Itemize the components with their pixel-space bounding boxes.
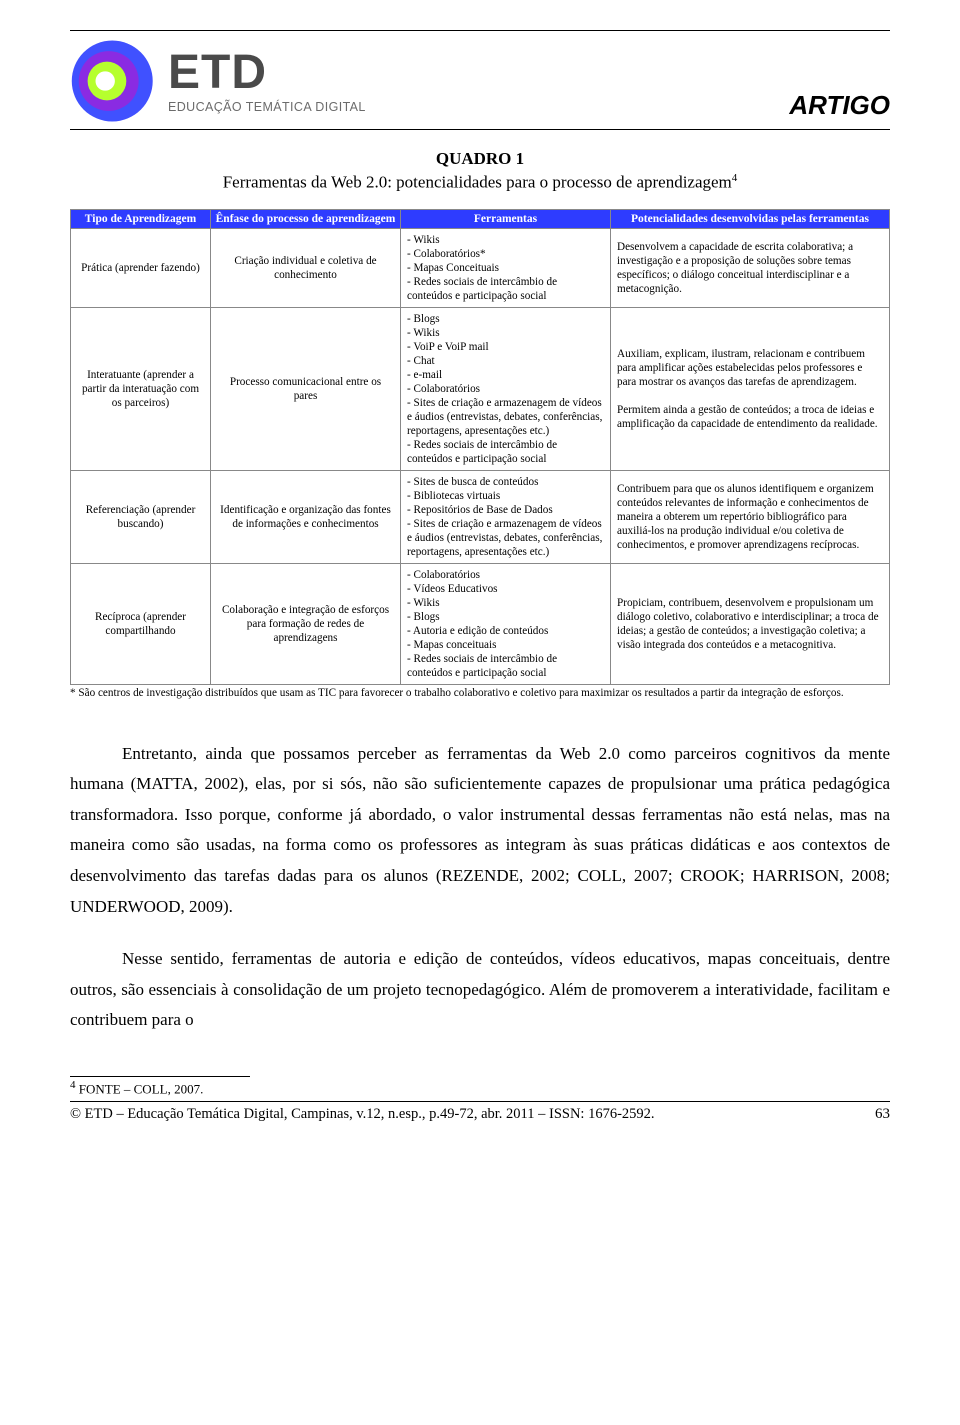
logo-title: ETD xyxy=(168,49,366,97)
table-caption: QUADRO 1 Ferramentas da Web 2.0: potenci… xyxy=(70,148,890,195)
footer-rule xyxy=(70,1101,890,1102)
header-row: ETD EDUCAÇÃO TEMÁTICA DIGITAL ARTIGO xyxy=(70,37,890,125)
paragraph: Nesse sentido, ferramentas de autoria e … xyxy=(70,944,890,1036)
col-header: Ênfase do processo de aprendizagem xyxy=(211,209,401,228)
cell: Processo comunicacional entre os pares xyxy=(211,307,401,470)
logo-text-block: ETD EDUCAÇÃO TEMÁTICA DIGITAL xyxy=(168,49,366,114)
table-row: Interatuante (aprender a partir da inter… xyxy=(71,307,890,470)
footer-citation: © ETD – Educação Temática Digital, Campi… xyxy=(70,1106,655,1123)
etd-logo-icon xyxy=(70,37,158,125)
footnote: 4 FONTE – COLL, 2007. xyxy=(70,1079,890,1097)
caption-label: QUADRO 1 xyxy=(436,149,524,168)
header: ETD EDUCAÇÃO TEMÁTICA DIGITAL ARTIGO xyxy=(70,37,890,125)
page: ETD EDUCAÇÃO TEMÁTICA DIGITAL ARTIGO QUA… xyxy=(0,0,960,1153)
cell: Desenvolvem a capacidade de escrita cola… xyxy=(611,228,890,307)
logo-subtitle: EDUCAÇÃO TEMÁTICA DIGITAL xyxy=(168,101,366,114)
cell: Colaboração e integração de esforços par… xyxy=(211,563,401,684)
paragraph: Entretanto, ainda que possamos perceber … xyxy=(70,739,890,923)
footer: © ETD – Educação Temática Digital, Campi… xyxy=(70,1106,890,1123)
table-row: Recíproca (aprender compartilhando Colab… xyxy=(71,563,890,684)
table-footnote: * São centros de investigação distribuíd… xyxy=(70,687,890,699)
header-rule xyxy=(70,129,890,130)
cell: Prática (aprender fazendo) xyxy=(71,228,211,307)
cell: Referenciação (aprender buscando) xyxy=(71,470,211,563)
cell: - Blogs - Wikis - VoiP e VoiP mail - Cha… xyxy=(401,307,611,470)
cell: Auxiliam, explicam, ilustram, relacionam… xyxy=(611,307,890,470)
cell: - Wikis - Colaboratórios* - Mapas Concei… xyxy=(401,228,611,307)
caption-text: Ferramentas da Web 2.0: potencialidades … xyxy=(223,173,732,192)
cell: - Colaboratórios - Vídeos Educativos - W… xyxy=(401,563,611,684)
col-header: Ferramentas xyxy=(401,209,611,228)
footnote-separator xyxy=(70,1076,250,1077)
body-text: Entretanto, ainda que possamos perceber … xyxy=(70,739,890,1036)
footnote-text: FONTE – COLL, 2007. xyxy=(76,1081,204,1096)
col-header: Potencialidades desenvolvidas pelas ferr… xyxy=(611,209,890,228)
page-number: 63 xyxy=(875,1106,890,1123)
table-header-row: Tipo de Aprendizagem Ênfase do processo … xyxy=(71,209,890,228)
cell: Interatuante (aprender a partir da inter… xyxy=(71,307,211,470)
top-rule xyxy=(70,30,890,31)
table-row: Prática (aprender fazendo) Criação indiv… xyxy=(71,228,890,307)
section-label: ARTIGO xyxy=(789,90,890,121)
caption-sup: 4 xyxy=(732,172,738,184)
cell: Recíproca (aprender compartilhando xyxy=(71,563,211,684)
journal-logo: ETD EDUCAÇÃO TEMÁTICA DIGITAL xyxy=(70,37,366,125)
cell: Identificação e organização das fontes d… xyxy=(211,470,401,563)
cell: Criação individual e coletiva de conheci… xyxy=(211,228,401,307)
cell: Propiciam, contribuem, desenvolvem e pro… xyxy=(611,563,890,684)
col-header: Tipo de Aprendizagem xyxy=(71,209,211,228)
cell: Contribuem para que os alunos identifiqu… xyxy=(611,470,890,563)
tools-table: Tipo de Aprendizagem Ênfase do processo … xyxy=(70,209,890,685)
table-row: Referenciação (aprender buscando) Identi… xyxy=(71,470,890,563)
cell: - Sites de busca de conteúdos - Bibliote… xyxy=(401,470,611,563)
